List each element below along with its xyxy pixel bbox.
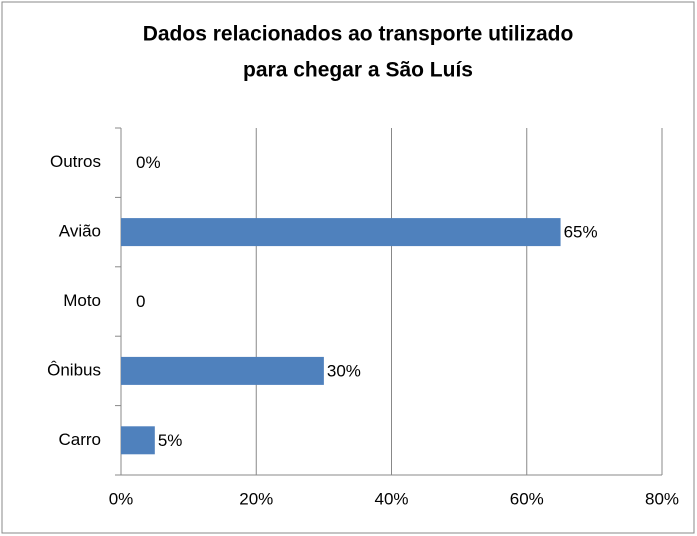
y-tick-label: Carro xyxy=(58,430,101,449)
x-tick-label: 80% xyxy=(645,489,679,508)
data-label: 65% xyxy=(564,223,598,242)
bar xyxy=(121,426,155,455)
bar xyxy=(121,218,561,247)
chart-title: Dados relacionados ao transporte utiliza… xyxy=(143,23,574,46)
bar xyxy=(121,356,324,385)
y-tick-label: Ônibus xyxy=(47,360,101,379)
x-tick-label: 40% xyxy=(374,489,408,508)
data-label: 0% xyxy=(136,153,161,172)
x-tick-label: 0% xyxy=(109,489,134,508)
x-tick-label: 20% xyxy=(239,489,273,508)
y-tick-label: Avião xyxy=(59,222,101,241)
data-label: 0 xyxy=(136,292,145,311)
chart-title: para chegar a São Luís xyxy=(243,59,473,82)
data-label: 5% xyxy=(158,431,183,450)
y-tick-label: Outros xyxy=(50,152,101,171)
x-tick-label: 60% xyxy=(510,489,544,508)
data-label: 30% xyxy=(327,361,361,380)
y-tick-label: Moto xyxy=(63,291,101,310)
